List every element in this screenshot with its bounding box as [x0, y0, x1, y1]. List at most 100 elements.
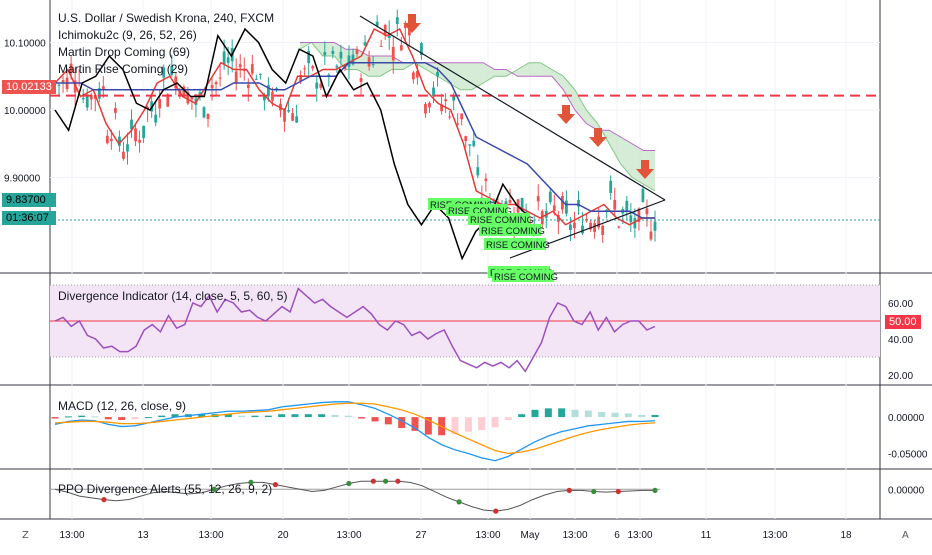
- candle-body: [476, 167, 480, 176]
- macd-histogram-bar: [278, 414, 286, 418]
- ppo-line: [54, 480, 655, 512]
- x-tick-label: 27: [415, 530, 427, 541]
- x-tick-label: 11: [701, 530, 712, 541]
- candle-body: [649, 231, 653, 240]
- candle-body: [371, 64, 375, 66]
- indicator-ichimoku[interactable]: Ichimoku2c (9, 26, 52, 26): [58, 28, 197, 42]
- divergence-legend[interactable]: Divergence Indicator (14, close, 5, 5, 6…: [58, 288, 287, 305]
- rsi-y-tick: 60.00: [888, 299, 913, 310]
- ppo-title: PPO Divergence Alerts (55, 12, 26, 9, 2): [58, 482, 273, 496]
- rise-coming-label: RISE COMING: [470, 215, 534, 226]
- candle-body: [162, 67, 166, 78]
- macd-histogram-bar: [611, 412, 619, 418]
- candle-body: [548, 191, 552, 203]
- macd-histogram-bar: [411, 417, 419, 431]
- candle-body: [452, 95, 456, 101]
- ppo-y-tick: 0.00000: [888, 485, 925, 496]
- candle-body: [432, 87, 435, 97]
- main-legend: U.S. Dollar / Swedish Krona, 240, FXCM I…: [58, 10, 274, 78]
- rise-coming-label-bg: [484, 238, 546, 250]
- candle-body: [299, 75, 303, 81]
- indicator-drop-coming[interactable]: Martin Drop Coming (69): [58, 45, 191, 59]
- macd-histogram-bar: [638, 414, 646, 418]
- candle-body: [339, 51, 343, 59]
- candle-body: [283, 108, 286, 122]
- macd-histogram-bar: [291, 414, 299, 418]
- candle-body: [560, 196, 564, 210]
- candle-body: [569, 224, 572, 230]
- candle-body: [391, 46, 395, 61]
- divergence-value-badge: 50.00: [885, 315, 921, 329]
- candle-body: [520, 197, 524, 212]
- rise-coming-label: RISE COMING: [481, 226, 545, 237]
- candle-body: [484, 178, 488, 181]
- ppo-legend[interactable]: PPO Divergence Alerts (55, 12, 26, 9, 2): [58, 481, 272, 498]
- rise-coming-label: RISE COMING: [486, 240, 550, 251]
- macd-histogram-bar: [491, 417, 499, 428]
- candle-body: [565, 200, 568, 214]
- candle-body: [118, 136, 121, 146]
- candle-body: [556, 215, 560, 222]
- down-arrow-icon: [636, 160, 654, 179]
- candle-body: [234, 71, 238, 83]
- zoom-button[interactable]: Z: [22, 530, 29, 541]
- candle-body: [218, 77, 222, 79]
- ppo-alert-dot: [395, 478, 401, 484]
- y-tick-label-right: 10.00000: [888, 106, 930, 117]
- macd-histogram-bar: [104, 417, 112, 420]
- macd-histogram-bar: [518, 414, 526, 418]
- macd-histogram-bar: [131, 417, 139, 420]
- macd-histogram-bar: [344, 415, 352, 418]
- candle-body: [403, 24, 407, 29]
- candle-body: [271, 92, 274, 101]
- candle-body: [335, 65, 339, 68]
- indicator-rise-coming[interactable]: Martin Rise Coming (29): [58, 62, 189, 76]
- candle-body: [170, 66, 174, 75]
- candle-body: [267, 85, 270, 97]
- candle-body: [593, 223, 596, 233]
- candle-body: [122, 151, 125, 159]
- candle-body: [355, 49, 359, 54]
- symbol-title[interactable]: U.S. Dollar / Swedish Krona, 240, FXCM: [58, 11, 275, 25]
- candle-body: [210, 85, 214, 89]
- candle-body: [375, 21, 379, 27]
- macd-histogram-bar: [598, 412, 606, 418]
- macd-histogram-bar: [238, 415, 246, 418]
- candle-body: [182, 86, 186, 97]
- x-tick-label: 13:00: [336, 530, 361, 541]
- ppo-alert-dot: [493, 508, 499, 514]
- candle-body: [214, 82, 218, 85]
- macd-histogram-bar: [251, 415, 259, 418]
- candle-body: [97, 88, 101, 99]
- macd-histogram-bar: [624, 413, 632, 418]
- x-tick-label: 13: [137, 530, 149, 541]
- candle-body: [186, 92, 190, 104]
- macd-legend[interactable]: MACD (12, 26, close, 9): [58, 398, 186, 415]
- rise-coming-label-bg: [492, 270, 554, 282]
- macd-histogram-bar: [584, 410, 592, 418]
- x-tick-label: 13:00: [562, 530, 587, 541]
- trendline-upper: [359, 15, 666, 201]
- candle-body: [250, 64, 254, 74]
- candle-body: [641, 188, 645, 202]
- candle-body: [154, 114, 158, 123]
- candle-body: [424, 103, 427, 114]
- candle-body: [238, 64, 242, 68]
- candle-body: [468, 144, 472, 146]
- auto-scale-button[interactable]: A: [902, 530, 909, 541]
- macd-histogram-bar: [118, 417, 126, 420]
- candle-body: [142, 125, 145, 139]
- candle-body: [420, 43, 423, 56]
- candle-body: [190, 97, 194, 100]
- candle-body: [254, 78, 258, 80]
- y-tick-label-right: 10.10000: [888, 39, 930, 50]
- macd-histogram-bar: [384, 417, 392, 425]
- candle-body: [589, 222, 592, 230]
- rsi-line: [54, 287, 656, 373]
- ppo-alert-dot: [101, 497, 107, 503]
- macd-histogram-bar: [464, 417, 472, 432]
- candle-body: [109, 138, 113, 142]
- y-tick-label-right: 9.90000: [888, 174, 925, 185]
- x-tick-label: 13:00: [627, 530, 652, 541]
